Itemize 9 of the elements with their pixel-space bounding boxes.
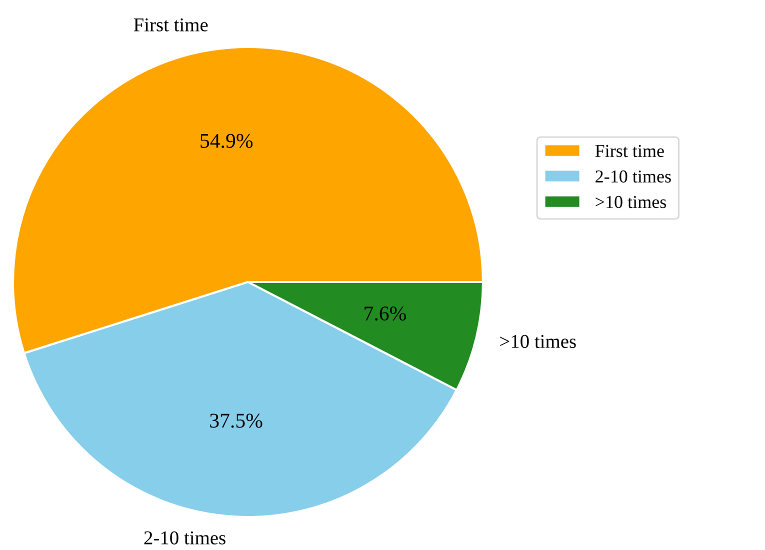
legend-label: >10 times	[596, 196, 666, 208]
slice-label: First time	[134, 18, 208, 32]
legend-label: First time	[595, 144, 664, 158]
legend-label: 2-10 times	[596, 170, 671, 183]
data-label: 7.6%	[364, 306, 406, 321]
data-label: 54.9%	[200, 134, 253, 148]
slice-label: 2-10 times	[144, 531, 226, 544]
slice-label: >10 times	[500, 334, 576, 348]
data-label: 37.5%	[210, 414, 262, 428]
